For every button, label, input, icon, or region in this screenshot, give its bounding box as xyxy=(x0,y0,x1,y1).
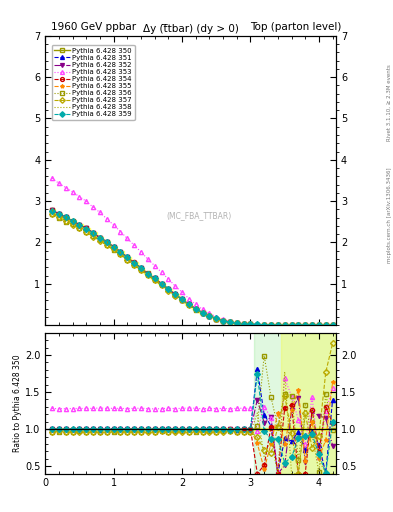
Y-axis label: Ratio to Pythia 6.428 350: Ratio to Pythia 6.428 350 xyxy=(13,354,22,452)
Text: 1960 GeV ppbar: 1960 GeV ppbar xyxy=(51,22,136,32)
Bar xyxy=(254,333,336,474)
Legend: Pythia 6.428 350, Pythia 6.428 351, Pythia 6.428 352, Pythia 6.428 353, Pythia 6: Pythia 6.428 350, Pythia 6.428 351, Pyth… xyxy=(51,45,135,120)
Bar xyxy=(281,333,336,474)
Text: Top (parton level): Top (parton level) xyxy=(250,22,342,32)
Text: (MC_FBA_TTBAR): (MC_FBA_TTBAR) xyxy=(167,211,232,220)
Text: Rivet 3.1.10, ≥ 2.3M events: Rivet 3.1.10, ≥ 2.3M events xyxy=(387,64,392,141)
Title: Δy (t̅tbar) (dy > 0): Δy (t̅tbar) (dy > 0) xyxy=(143,24,239,34)
Text: mcplots.cern.ch [arXiv:1306.3436]: mcplots.cern.ch [arXiv:1306.3436] xyxy=(387,167,392,263)
